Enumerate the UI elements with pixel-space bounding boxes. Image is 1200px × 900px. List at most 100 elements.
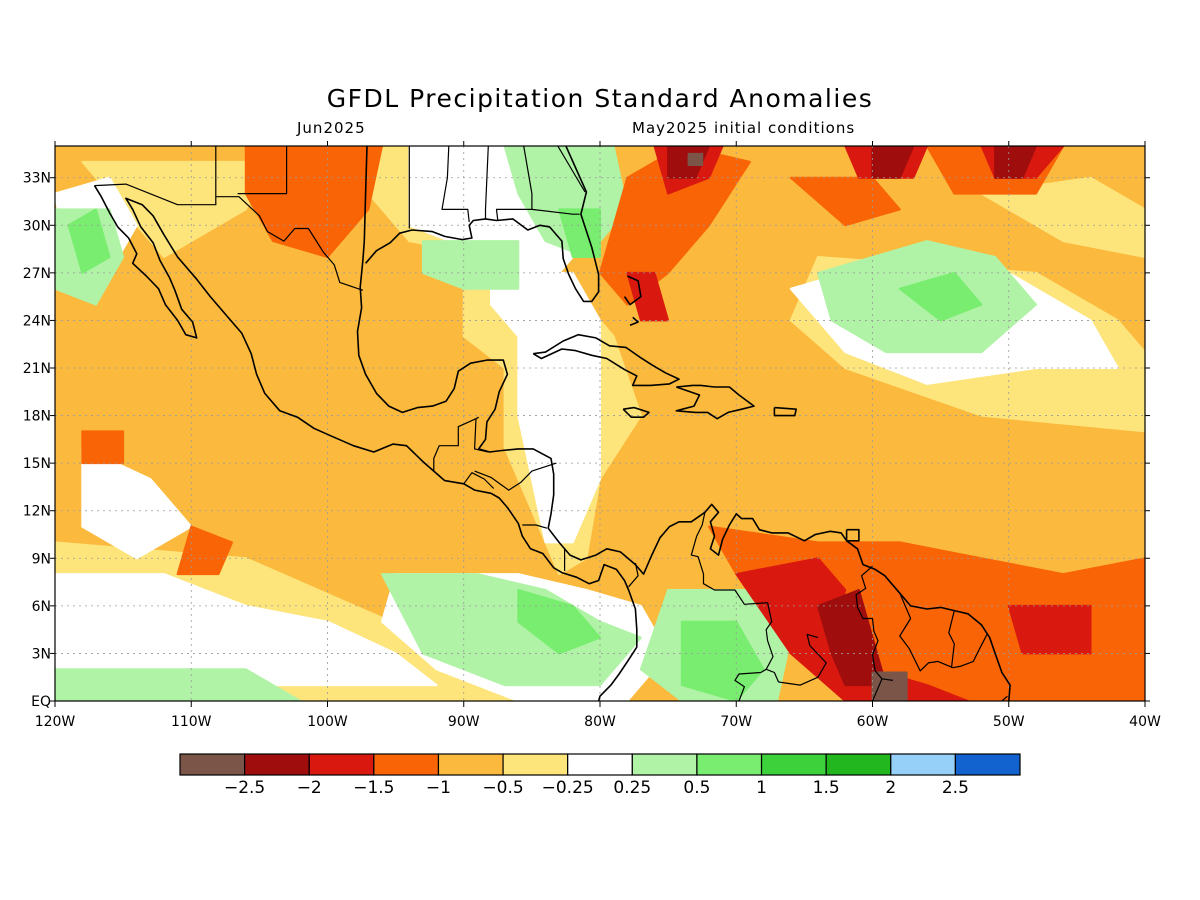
colorbar-swatch: [825, 753, 892, 776]
coastline: [773, 406, 798, 417]
colorbar-swatch: [502, 753, 569, 776]
political-border: [690, 512, 780, 683]
lat-tick-label: 6N: [32, 599, 51, 615]
colorbar-swatch: [631, 753, 698, 776]
anomaly-region: [871, 146, 915, 179]
colorbar-label: 2: [885, 778, 896, 798]
anomaly-region: [871, 671, 908, 701]
lon-tick-label: 100W: [307, 714, 348, 730]
lat-tick-label: 21N: [23, 361, 51, 377]
colorbar-label: −2: [297, 778, 322, 798]
colorbar-swatch: [244, 753, 310, 776]
political-borders: [94, 146, 1008, 701]
anomaly-region: [81, 446, 193, 560]
lat-tick-label: 3N: [32, 646, 51, 662]
political-border: [474, 418, 489, 453]
colorbar-label: −1: [426, 778, 451, 798]
lon-tick-label: 70W: [720, 714, 752, 730]
lon-tick-label: 40W: [1129, 714, 1161, 730]
anomaly-region: [67, 208, 111, 274]
colorbar-label: −0.5: [482, 778, 523, 798]
lat-tick-label: 24N: [23, 313, 51, 329]
coastline: [356, 146, 1011, 701]
political-border: [855, 565, 893, 681]
anomaly-region: [517, 589, 601, 655]
coastline: [93, 185, 638, 701]
lat-tick-label: 33N: [23, 171, 51, 187]
lon-tick-label: 90W: [448, 714, 480, 730]
colorbar-swatch: [437, 753, 504, 776]
political-border: [522, 524, 548, 529]
colorbar-label: 0.25: [613, 778, 651, 798]
coastlines: [93, 146, 1011, 701]
political-border: [531, 208, 580, 215]
lat-tick-label: 30N: [23, 218, 51, 234]
anomaly-region: [55, 668, 302, 701]
political-border: [441, 146, 470, 223]
colorbar-swatch: [179, 753, 246, 776]
political-border: [952, 634, 988, 669]
lon-tick-label: 80W: [584, 714, 616, 730]
lon-tick-label: 50W: [993, 714, 1025, 730]
init-conditions-label: May2025 initial conditions: [632, 119, 856, 137]
coastline: [623, 275, 642, 306]
colorbar-swatch: [567, 753, 633, 776]
colorbar-swatch: [696, 753, 763, 776]
colorbar-label: 2.5: [942, 778, 969, 798]
political-border: [1001, 695, 1008, 701]
coastline: [532, 333, 680, 387]
coastline: [845, 528, 860, 542]
lon-tick-label: 110W: [171, 714, 212, 730]
colorbar-swatch: [308, 753, 375, 776]
anomaly-region: [1007, 604, 1092, 655]
anomaly-region: [81, 430, 125, 465]
political-border: [474, 462, 557, 491]
lon-tick-label: 120W: [35, 714, 76, 730]
lat-tick-label: 27N: [23, 266, 51, 282]
colorbar-label: 1: [756, 778, 767, 798]
figure-title: GFDL Precipitation Standard Anomalies: [326, 84, 874, 113]
colorbar-label: 0.5: [683, 778, 710, 798]
political-border: [237, 146, 288, 195]
coastline: [629, 316, 639, 326]
lat-tick-label: 18N: [23, 409, 51, 425]
lat-tick-label: 9N: [32, 551, 51, 567]
political-border: [778, 633, 827, 686]
map-axes: 120W 110W 100W 90W 80W 70W 60W 50W 40W EQ 3N 6N 9N 12…: [23, 141, 1161, 730]
anomaly-region: [898, 271, 983, 322]
political-border: [484, 146, 489, 219]
political-border: [899, 592, 954, 672]
anomaly-region: [421, 240, 520, 290]
gridlines: [55, 146, 1145, 701]
political-border: [734, 668, 767, 701]
coastline: [622, 406, 650, 419]
anomaly-region: [558, 208, 601, 258]
political-border: [463, 472, 495, 489]
colorbar-swatch: [760, 753, 827, 776]
political-border: [94, 183, 364, 291]
political-border: [560, 543, 566, 571]
political-border: [628, 562, 639, 588]
anomaly-region: [680, 620, 765, 701]
colorbar-label: −0.25: [542, 778, 594, 798]
colorbar-label: −1.5: [353, 778, 394, 798]
colorbar-swatch: [373, 753, 440, 776]
colorbar-label: −2.5: [224, 778, 265, 798]
colorbar-label: 1.5: [813, 778, 840, 798]
political-border: [948, 610, 955, 668]
anomaly-region: [980, 176, 1145, 258]
colorbar-swatch: [890, 753, 956, 776]
anomaly-region: [687, 152, 704, 166]
anomaly-region: [381, 573, 642, 687]
political-border: [871, 678, 883, 701]
coastline: [675, 384, 755, 420]
colorbar-swatch: [954, 753, 1021, 776]
coastline: [364, 146, 600, 303]
lat-tick-label: 15N: [23, 456, 51, 472]
lon-tick-label: 60W: [857, 714, 889, 730]
valid-month-label: Jun2025: [297, 119, 366, 137]
lat-tick-label: 12N: [23, 504, 51, 520]
lat-tick-label: EQ: [31, 694, 51, 710]
